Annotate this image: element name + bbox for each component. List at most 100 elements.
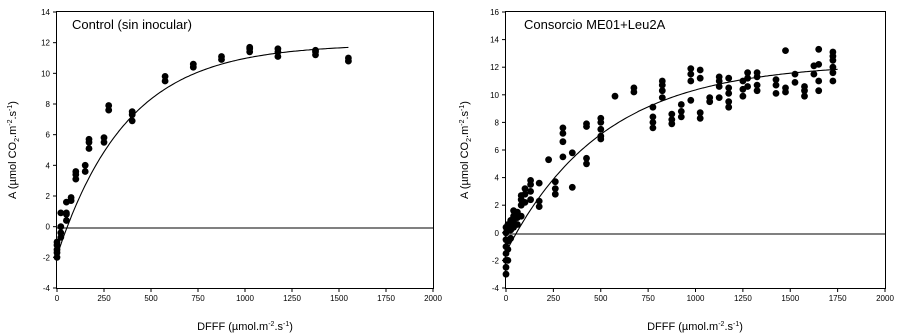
data-point xyxy=(815,45,823,53)
fit-curve-group xyxy=(505,68,838,253)
x-tick-label: 750 xyxy=(641,294,655,303)
panel-consorcio: 0 250 500 750 1000 1250 1500 1750 2000 -4 -2 0 2 4 6 8 1… xyxy=(459,8,894,333)
panel-control: 0 250 500 750 1000 1250 1500 1750 2000 -4 -2 0 2 4 6 8 1… xyxy=(7,8,442,333)
data-point xyxy=(829,48,837,56)
data-point xyxy=(744,69,751,77)
data-point xyxy=(658,94,666,101)
y-tick-label: 8 xyxy=(495,118,500,127)
data-point xyxy=(57,223,65,231)
data-point xyxy=(161,73,169,80)
data-point xyxy=(815,87,823,95)
data-point xyxy=(514,221,521,228)
data-point xyxy=(696,109,704,117)
y-tick-label: 8 xyxy=(46,100,51,109)
data-point xyxy=(67,194,75,201)
data-point xyxy=(753,87,761,95)
data-point xyxy=(597,125,605,133)
y-tick-label: 14 xyxy=(490,36,499,45)
data-point xyxy=(815,77,823,85)
y-tick-label: 2 xyxy=(495,201,500,210)
data-point xyxy=(772,81,780,89)
data-point xyxy=(810,70,818,78)
data-point xyxy=(696,66,704,74)
data-point xyxy=(105,102,113,109)
fit-curve-group xyxy=(56,46,349,256)
data-point xyxy=(597,132,605,140)
data-points xyxy=(502,45,837,278)
data-point xyxy=(551,185,559,193)
data-point xyxy=(100,134,108,142)
data-point xyxy=(81,161,89,169)
x-tick-label: 2000 xyxy=(424,294,442,303)
y-tick-label: 10 xyxy=(490,91,499,100)
y-tick-label: 14 xyxy=(41,8,50,17)
data-point xyxy=(246,43,254,51)
data-point xyxy=(128,117,136,125)
y-tick-label: 4 xyxy=(46,161,51,170)
y-tick-label: 4 xyxy=(495,174,500,183)
plot-frame xyxy=(505,11,886,289)
data-point xyxy=(791,79,799,86)
x-tick-label: 1000 xyxy=(236,294,254,303)
y-tick-label: -2 xyxy=(43,253,51,262)
panel-title: Consorcio ME01+Leu2A xyxy=(524,17,666,32)
x-tick-label: 250 xyxy=(547,294,561,303)
data-point xyxy=(527,196,534,204)
data-point xyxy=(312,46,319,54)
data-point xyxy=(753,69,761,77)
data-point xyxy=(583,154,590,162)
data-point xyxy=(551,178,559,186)
data-point xyxy=(744,74,751,82)
data-point xyxy=(517,212,525,220)
data-point xyxy=(535,197,543,205)
data-point xyxy=(725,98,733,106)
data-point xyxy=(658,87,666,95)
data-point xyxy=(649,124,657,132)
data-point xyxy=(507,234,515,242)
data-point xyxy=(706,94,714,101)
data-point xyxy=(63,217,70,224)
data-point xyxy=(739,92,747,100)
data-point xyxy=(535,179,543,187)
data-point xyxy=(753,81,761,89)
x-tick-label: 750 xyxy=(191,294,205,303)
data-point xyxy=(559,153,567,161)
data-point xyxy=(504,246,512,253)
x-tick-label: 0 xyxy=(55,294,60,303)
y-tick-label: 12 xyxy=(490,63,499,72)
data-point xyxy=(85,145,93,152)
x-tick-label: 0 xyxy=(504,294,509,303)
data-point xyxy=(782,47,789,54)
data-point xyxy=(649,119,657,126)
data-point xyxy=(829,69,837,77)
panel-title: Control (sin inocular) xyxy=(72,17,192,32)
x-tick-label: 1000 xyxy=(687,294,705,303)
x-axis-title: DFFF (µmol.m-2.s-1) xyxy=(197,321,293,333)
data-point xyxy=(715,73,723,81)
data-point xyxy=(502,263,510,271)
data-point xyxy=(677,101,685,108)
x-axis-title: DFFF (µmol.m-2.s-1) xyxy=(647,321,743,333)
data-point xyxy=(611,92,619,100)
data-point xyxy=(801,83,808,90)
fit-curve xyxy=(56,46,349,256)
data-point xyxy=(72,168,80,175)
data-point xyxy=(649,113,657,121)
data-point xyxy=(583,160,590,168)
data-point xyxy=(527,188,534,195)
x-tick-label: 1750 xyxy=(377,294,395,303)
data-point xyxy=(502,270,510,278)
y-tick-label: 10 xyxy=(41,69,50,78)
data-point xyxy=(772,76,780,83)
y-axis-title: A (µmol CO2.m-2.s-1) xyxy=(459,101,473,199)
data-point xyxy=(725,74,733,82)
x-tick-label: 1250 xyxy=(734,294,752,303)
data-point xyxy=(649,103,657,111)
data-point xyxy=(521,199,529,206)
x-tick-label: 500 xyxy=(144,294,158,303)
data-point xyxy=(504,257,512,264)
data-point xyxy=(345,54,352,62)
data-point xyxy=(527,177,534,184)
data-point xyxy=(274,45,282,53)
data-point xyxy=(583,120,590,128)
